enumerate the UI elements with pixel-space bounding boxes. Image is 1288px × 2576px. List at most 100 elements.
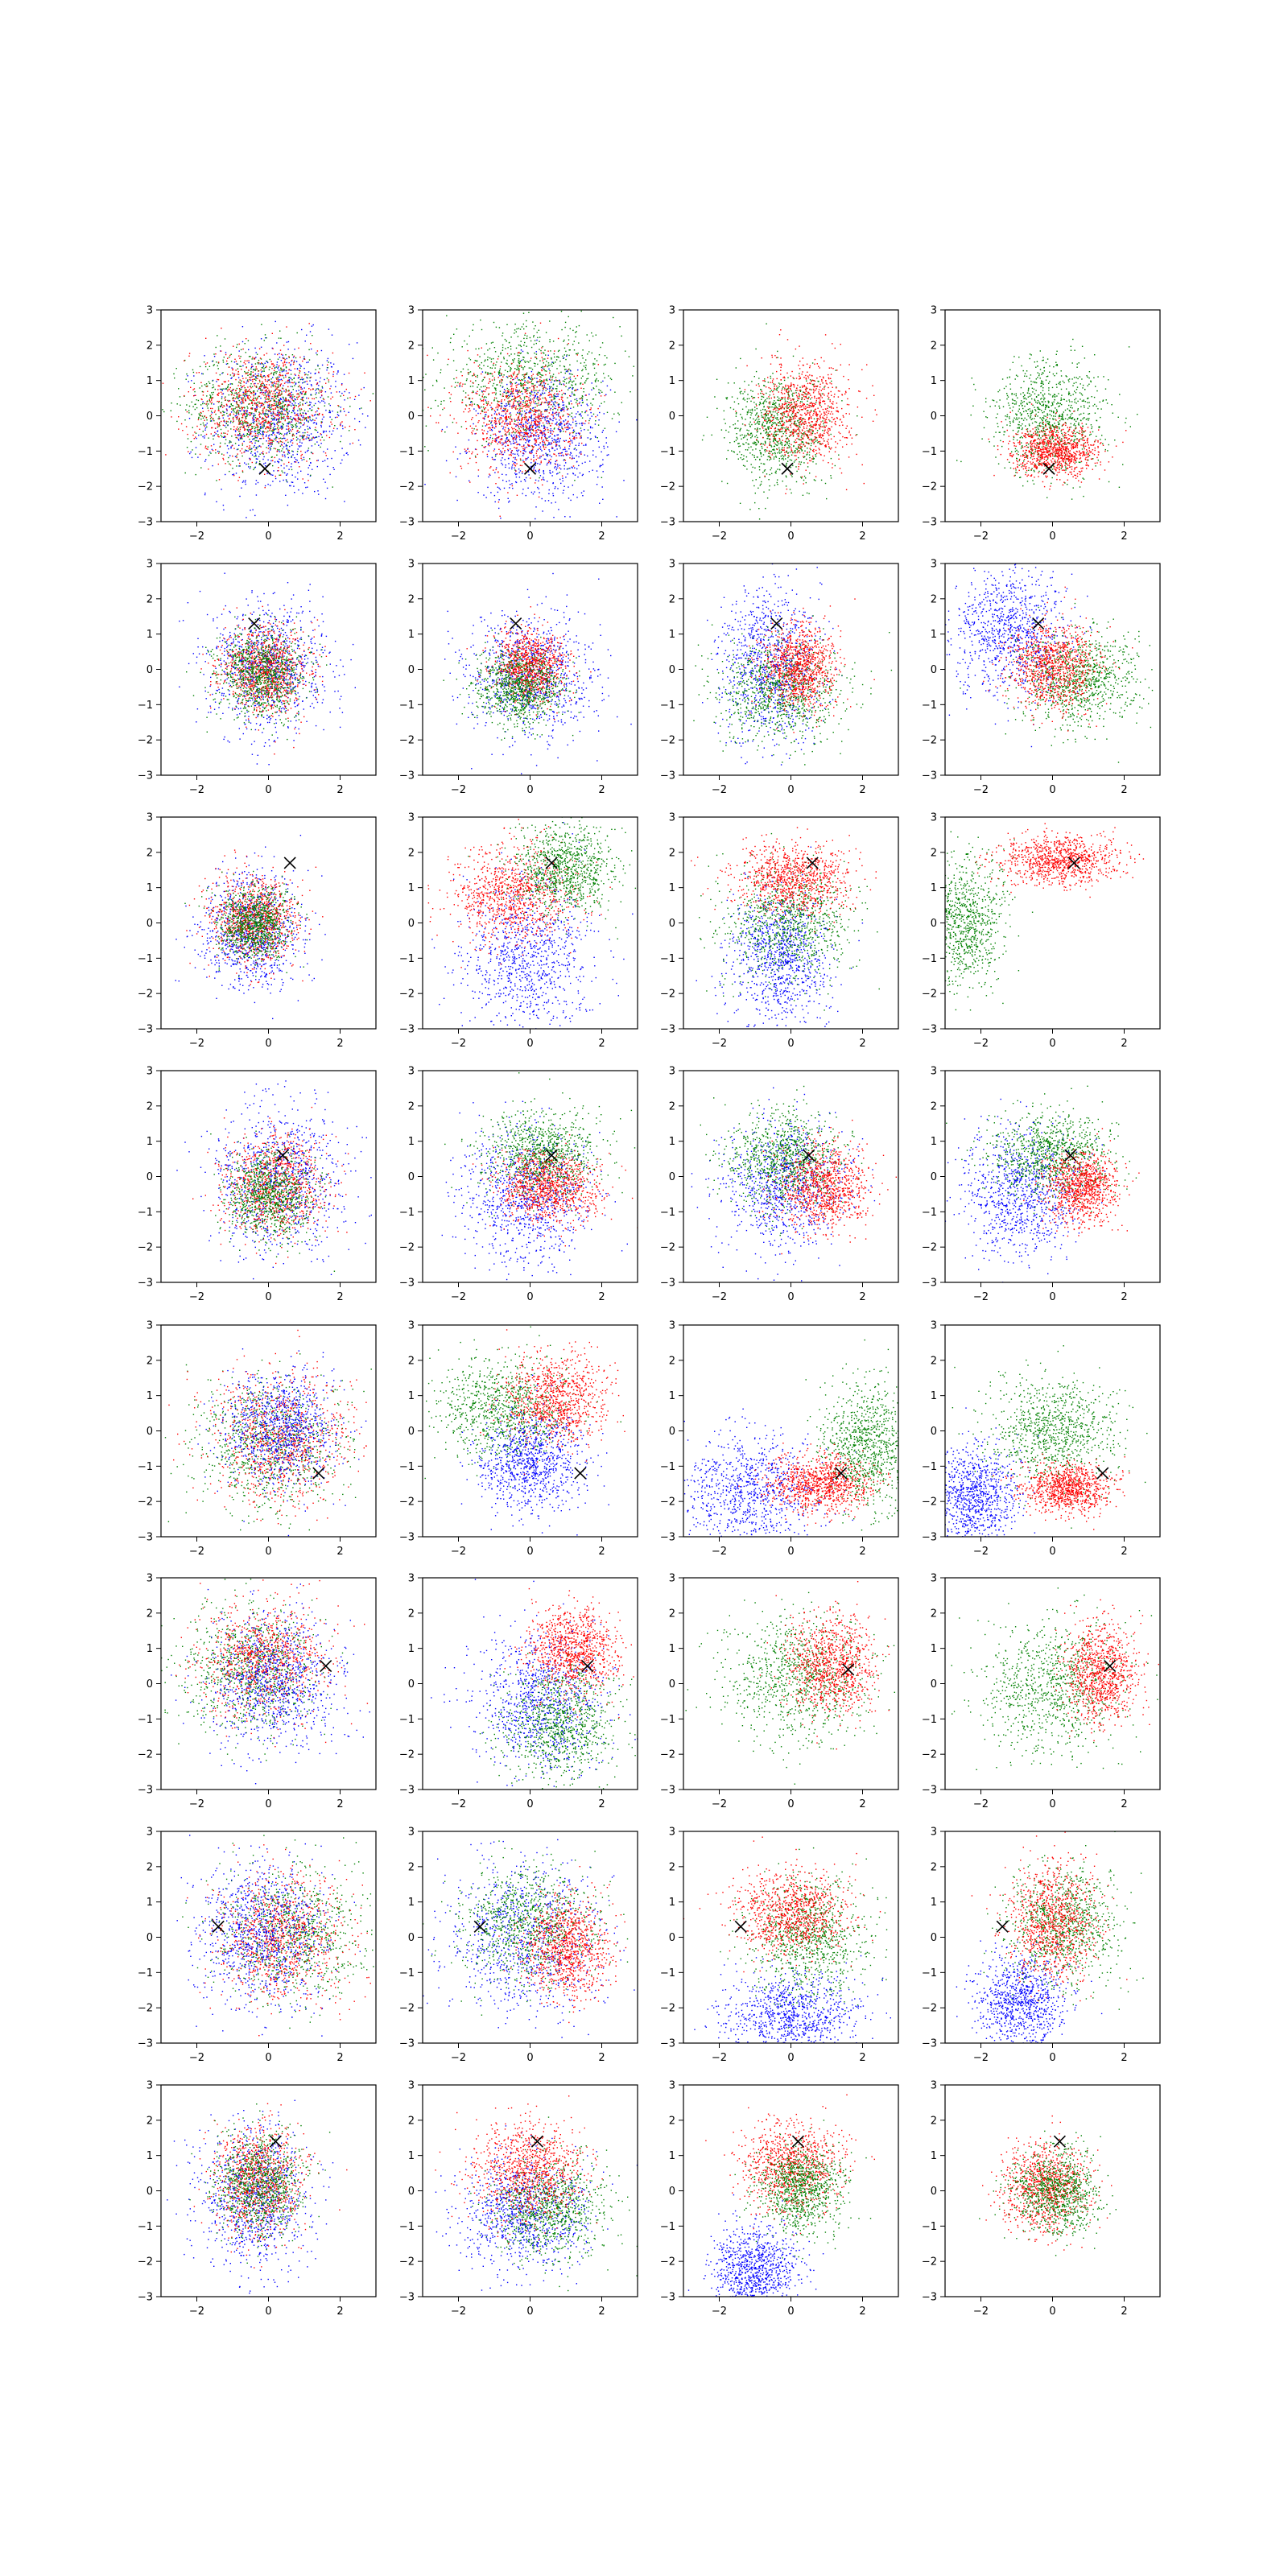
scatter-point — [531, 433, 532, 434]
scatter-point — [277, 412, 278, 413]
scatter-point — [498, 508, 499, 509]
scatter-point — [223, 425, 224, 426]
scatter-point — [298, 397, 299, 398]
scatter-point — [230, 447, 231, 448]
scatter-point — [292, 354, 293, 355]
scatter-point — [275, 407, 276, 408]
scatter-point — [280, 375, 281, 376]
scatter-point — [233, 429, 234, 430]
scatter-point — [321, 421, 322, 422]
scatter-point — [306, 362, 307, 363]
scatter-point — [230, 387, 231, 388]
scatter-point — [530, 410, 531, 411]
scatter-point — [525, 442, 526, 443]
scatter-point — [233, 475, 234, 476]
scatter-point — [302, 404, 303, 405]
scatter-point — [502, 386, 503, 387]
scatter-point — [580, 388, 581, 389]
scatter-point — [505, 369, 506, 370]
scatter-point — [305, 403, 306, 404]
scatter-point — [553, 415, 554, 416]
scatter-point — [557, 409, 558, 410]
scatter-point — [505, 467, 506, 468]
scatter-point — [262, 412, 263, 413]
scatter-point — [306, 420, 307, 421]
scatter-point — [565, 359, 566, 360]
scatter-point — [207, 448, 208, 449]
scatter-point — [539, 381, 540, 382]
scatter-point — [278, 397, 279, 398]
scatter-point — [272, 475, 273, 476]
scatter-point — [287, 405, 288, 406]
scatter-point — [233, 414, 234, 415]
scatter-point — [462, 384, 463, 385]
scatter-point — [278, 470, 279, 471]
scatter-point — [210, 408, 211, 409]
scatter-point — [519, 361, 520, 362]
y-tick-label: 2 — [147, 340, 153, 352]
scatter-point — [522, 450, 523, 451]
scatter-point — [492, 368, 493, 369]
scatter-point — [259, 461, 260, 462]
scatter-point — [281, 360, 282, 361]
scatter-point — [274, 382, 275, 383]
scatter-point — [270, 428, 271, 429]
scatter-point — [523, 313, 524, 314]
scatter-point — [579, 325, 580, 326]
scatter-point — [334, 425, 335, 426]
scatter-point — [296, 397, 297, 398]
scatter-point — [453, 360, 454, 361]
scatter-point — [302, 398, 303, 399]
scatter-point — [616, 516, 617, 517]
scatter-point — [247, 407, 248, 408]
scatter-point — [290, 416, 291, 417]
scatter-point — [516, 450, 517, 451]
scatter-point — [466, 364, 467, 365]
scatter-point — [188, 391, 189, 392]
scatter-point — [277, 427, 278, 428]
scatter-point — [194, 431, 195, 432]
scatter-point — [457, 433, 458, 434]
scatter-point — [315, 437, 316, 438]
scatter-point — [256, 448, 257, 449]
scatter-point — [522, 417, 523, 418]
scatter-point — [540, 411, 541, 412]
scatter-point — [494, 347, 495, 348]
scatter-point — [241, 389, 242, 390]
scatter-point — [287, 382, 288, 383]
scatter-point — [336, 428, 337, 429]
scatter-point — [234, 393, 235, 394]
scatter-point — [264, 370, 265, 371]
scatter-point — [300, 413, 301, 414]
scatter-point — [536, 441, 537, 442]
scatter-point — [261, 569, 262, 570]
scatter-point — [274, 396, 275, 397]
scatter-point — [502, 332, 503, 333]
scatter-point — [535, 390, 536, 391]
scatter-point — [238, 423, 239, 424]
scatter-point — [245, 412, 246, 413]
scatter-point — [165, 454, 166, 455]
scatter-point — [265, 367, 266, 368]
scatter-point — [527, 488, 528, 489]
scatter-point — [543, 470, 544, 471]
scatter-point — [576, 461, 577, 462]
scatter-point — [525, 405, 526, 406]
scatter-point — [220, 345, 221, 346]
scatter-point — [282, 470, 283, 471]
scatter-point — [215, 427, 216, 428]
scatter-point — [288, 395, 289, 396]
scatter-point — [537, 429, 538, 430]
scatter-point — [546, 421, 547, 422]
scatter-point — [268, 395, 269, 396]
scatter-point — [440, 403, 441, 404]
scatter-point — [550, 430, 551, 431]
scatter-point — [520, 328, 521, 329]
scatter-point — [261, 392, 262, 393]
scatter-point — [575, 475, 576, 476]
scatter-point — [240, 382, 241, 383]
scatter-point — [261, 376, 262, 377]
scatter-point — [522, 400, 523, 401]
scatter-point — [231, 383, 232, 384]
scatter-point — [251, 426, 252, 427]
